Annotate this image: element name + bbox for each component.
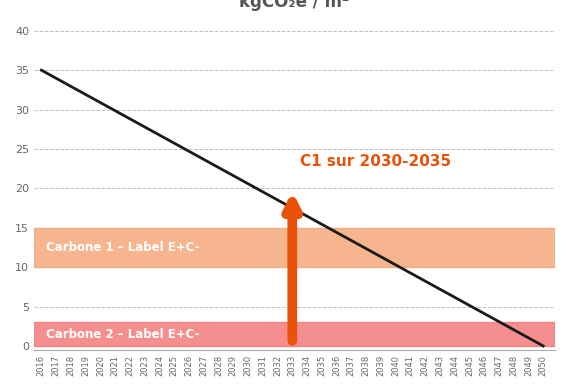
Text: C1 sur 2030-2035: C1 sur 2030-2035 (300, 154, 451, 169)
Bar (34, 228, 555, 267)
Text: kgCO₂e / m²: kgCO₂e / m² (239, 0, 349, 11)
Text: Carbone 1 – Label E+C-: Carbone 1 – Label E+C- (46, 241, 199, 254)
Bar (34, 322, 555, 346)
Text: Carbone 2 – Label E+C-: Carbone 2 – Label E+C- (46, 328, 199, 341)
